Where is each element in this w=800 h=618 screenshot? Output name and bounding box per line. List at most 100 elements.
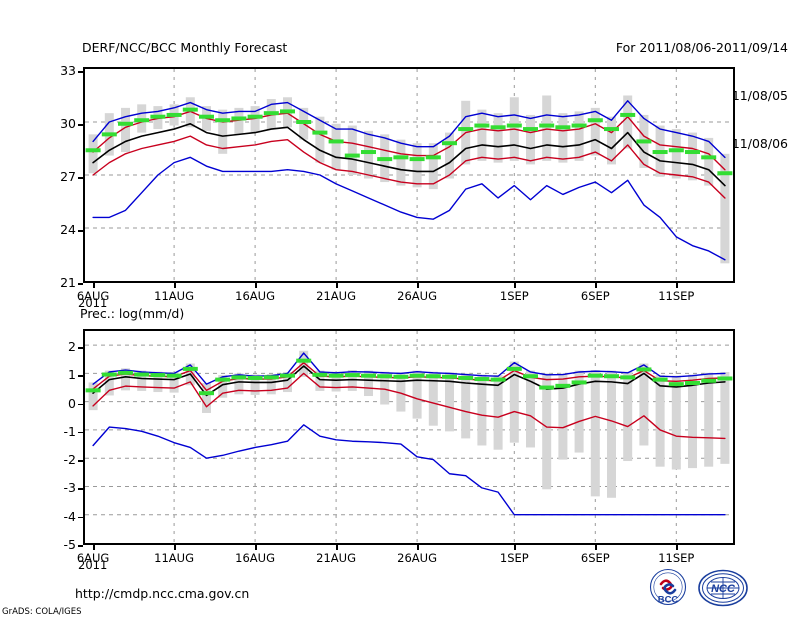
ensemble-spread-bar [364, 130, 373, 179]
x-axis-tick-mark [514, 283, 516, 288]
series-line-mean [92, 122, 726, 187]
ensemble-spread-bar [153, 371, 163, 393]
median-marker [458, 127, 474, 132]
ensemble-spread-bar [607, 370, 616, 498]
median-marker [118, 370, 133, 375]
y-axis-tick-mark [78, 347, 83, 349]
precipitation-x-year-label: 2011 [78, 558, 108, 572]
logo-group: BCC NCC [645, 568, 770, 610]
x-axis-tick-mark [255, 545, 257, 550]
y-axis-tick-mark [78, 488, 83, 490]
ensemble-spread-bar [250, 106, 260, 133]
median-marker [571, 123, 587, 128]
ensemble-spread-bar [623, 95, 633, 149]
ensemble-spread-bar [169, 371, 179, 393]
median-marker [555, 125, 571, 130]
bcc-logo-text: BCC [658, 595, 679, 606]
x-axis-tick-label: 6AUG [76, 551, 110, 565]
median-marker [604, 127, 619, 132]
ensemble-spread-bar [526, 370, 535, 448]
bcc-logo: BCC [645, 568, 691, 610]
ensemble-spread-bar [558, 113, 568, 163]
y-axis-tick-label: -4 [63, 508, 76, 524]
median-marker [539, 123, 555, 128]
forecast-period-label: For 2011/08/06-2011/09/14 [615, 40, 788, 55]
ensemble-spread-bar [396, 139, 406, 186]
series-line-min [92, 156, 726, 261]
y-axis-tick-mark [78, 403, 83, 406]
median-marker [685, 381, 700, 386]
ensemble-spread-bar [299, 350, 309, 377]
ensemble-spread-bar [688, 374, 697, 469]
median-marker [312, 372, 328, 377]
median-marker [85, 148, 101, 153]
y-axis-tick-label: 30 [60, 116, 76, 131]
ensemble-spread-bar [655, 375, 665, 467]
median-marker [474, 377, 490, 382]
ensemble-spread-bar [234, 107, 244, 135]
ensemble-spread-bar [671, 375, 681, 470]
y-axis-tick-mark [78, 177, 83, 179]
y-axis-tick-mark [78, 230, 83, 232]
y-axis-tick-label: -1 [63, 423, 76, 439]
ensemble-spread-bar [315, 370, 325, 391]
y-axis-tick-label: 21 [60, 275, 76, 290]
ensemble-spread-bar [704, 372, 714, 467]
median-marker [523, 127, 538, 132]
series-line-mean [92, 365, 726, 397]
series-line-q25 [92, 135, 726, 199]
median-marker [215, 118, 231, 123]
ensemble-spread-bar [493, 113, 503, 163]
ensemble-spread-bar [250, 374, 260, 395]
ensemble-spread-bar [428, 371, 438, 426]
median-marker [620, 112, 636, 117]
chart-title: DERF/NCC/BCC Monthly Forecast [82, 40, 288, 55]
median-marker [506, 366, 522, 371]
series-line-q25 [92, 372, 726, 440]
ensemble-spread-bar [283, 371, 292, 393]
ensemble-spread-bar [493, 375, 503, 450]
median-marker [182, 107, 198, 112]
median-marker [636, 139, 652, 144]
ensemble-spread-bar [218, 375, 228, 398]
x-axis-tick-mark [336, 545, 338, 550]
ensemble-spread-bar [331, 123, 341, 170]
x-axis-tick-label: 6SEP [580, 551, 610, 565]
ensemble-spread-bar [88, 382, 98, 411]
ensemble-spread-bar [315, 116, 325, 163]
ensemble-spread-bar [590, 107, 600, 156]
ensemble-spread-bar [331, 371, 341, 392]
y-axis-tick-mark [78, 431, 83, 434]
ensemble-spread-bar [574, 111, 584, 161]
median-marker [652, 150, 668, 155]
median-marker [150, 114, 166, 119]
x-axis-tick-label: 11AUG [154, 289, 195, 303]
source-url[interactable]: http://cmdp.ncc.cma.gov.cn [75, 586, 250, 601]
x-axis-tick-mark [595, 283, 597, 288]
median-marker [717, 376, 733, 381]
median-marker [361, 373, 376, 378]
median-marker [312, 130, 328, 135]
median-marker [280, 109, 295, 114]
ensemble-spread-bar [412, 143, 422, 188]
median-marker [490, 125, 506, 130]
median-marker [328, 139, 344, 144]
series-line-min [92, 424, 726, 516]
median-marker [636, 367, 652, 372]
x-axis-tick-mark [93, 545, 95, 550]
median-marker [247, 375, 263, 380]
median-marker [620, 375, 636, 380]
x-axis-tick-mark [417, 283, 419, 288]
median-marker [523, 374, 538, 379]
median-marker [247, 114, 263, 119]
x-axis-tick-mark [595, 545, 597, 550]
x-axis-tick-label: 26AUG [397, 289, 438, 303]
y-axis-tick-label: 33 [60, 63, 76, 78]
ensemble-spread-bar [477, 374, 487, 446]
median-marker [571, 380, 587, 385]
y-axis-tick-mark [78, 545, 83, 547]
median-marker [587, 373, 603, 378]
median-marker [377, 157, 393, 162]
median-marker [85, 388, 101, 393]
x-axis-tick-label: 26AUG [397, 551, 438, 565]
